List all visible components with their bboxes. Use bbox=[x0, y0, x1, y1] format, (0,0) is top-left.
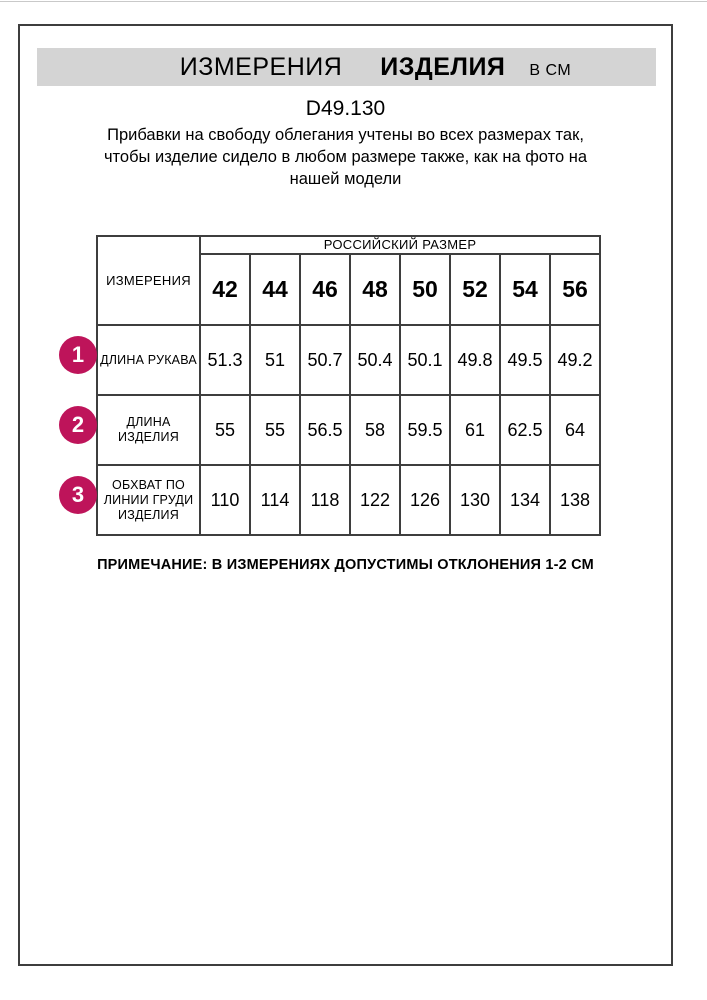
group-header-row: ИЗМЕРЕНИЯ РОССИЙСКИЙ РАЗМЕР bbox=[96, 235, 602, 326]
size-table: ИЗМЕРЕНИЯ РОССИЙСКИЙ РАЗМЕР 42 44 46 48 50 52… bbox=[96, 235, 602, 536]
row-number-badge: 2 bbox=[59, 406, 97, 444]
measurements-column-header: ИЗМЕРЕНИЯ bbox=[96, 235, 201, 326]
size-col-54: 54 bbox=[499, 253, 551, 326]
measurement-value: 110 bbox=[199, 464, 251, 536]
measurement-value: 59.5 bbox=[399, 394, 451, 466]
measurement-value: 55 bbox=[249, 394, 301, 466]
row-label: ДЛИНА ИЗДЕЛИЯ bbox=[96, 394, 201, 466]
row-label: ОБХВАТ ПО ЛИНИИ ГРУДИ ИЗДЕЛИЯ bbox=[96, 464, 201, 536]
note-text: ПРИМЕЧАНИЕ: В ИЗМЕРЕНИЯХ ДОПУСТИМЫ ОТКЛО… bbox=[97, 557, 594, 573]
page-title-measurements: ИЗМЕРЕНИЯ bbox=[179, 53, 343, 81]
page-frame: ИЗМЕРЕНИЯ ИЗДЕЛИЯ В СМ D49.130 Прибавки … bbox=[18, 24, 673, 966]
table-row: ОБХВАТ ПО ЛИНИИ ГРУДИ ИЗДЕЛИЯ 110 114 118 12… bbox=[96, 464, 602, 536]
size-col-42: 42 bbox=[199, 253, 251, 326]
row-label: ДЛИНА РУКАВА bbox=[96, 324, 201, 396]
title-bar: ИЗМЕРЕНИЯ ИЗДЕЛИЯ В СМ bbox=[37, 48, 656, 86]
measurement-value: 51 bbox=[249, 324, 301, 396]
table-row: ДЛИНА ИЗДЕЛИЯ 55 55 56.5 58 59.5 61 62.5 64 bbox=[96, 394, 602, 466]
measurement-value: 49.8 bbox=[449, 324, 501, 396]
measurement-value: 134 bbox=[499, 464, 551, 536]
measurement-value: 49.5 bbox=[499, 324, 551, 396]
size-col-48: 48 bbox=[349, 253, 401, 326]
measurement-value: 126 bbox=[399, 464, 451, 536]
measurement-value: 114 bbox=[249, 464, 301, 536]
row-number-badge: 3 bbox=[59, 476, 97, 514]
measurement-value: 55 bbox=[199, 394, 251, 466]
measurement-value: 58 bbox=[349, 394, 401, 466]
product-code: D49.130 bbox=[305, 97, 386, 120]
measurement-value: 62.5 bbox=[499, 394, 551, 466]
size-col-46: 46 bbox=[299, 253, 351, 326]
measurement-value: 50.7 bbox=[299, 324, 351, 396]
measurement-value: 64 bbox=[548, 394, 602, 466]
table-row: ДЛИНА РУКАВА 51.3 51 50.7 50.4 50.1 49.8 49.5 49… bbox=[96, 324, 602, 396]
measurement-value: 49.2 bbox=[548, 324, 602, 396]
measurement-value: 122 bbox=[349, 464, 401, 536]
measurement-value: 118 bbox=[299, 464, 351, 536]
page-title-product: ИЗДЕЛИЯ bbox=[380, 53, 506, 81]
measurement-value: 50.4 bbox=[349, 324, 401, 396]
row-number-badge: 1 bbox=[59, 336, 97, 374]
size-header-row: 42 44 46 48 50 52 54 56 bbox=[97, 253, 602, 326]
size-col-56: 56 bbox=[548, 253, 602, 326]
measurement-value: 50.1 bbox=[399, 324, 451, 396]
size-table-wrap: ИЗМЕРЕНИЯ РОССИЙСКИЙ РАЗМЕР 42 44 46 48 50 52… bbox=[59, 235, 602, 536]
measurement-value: 51.3 bbox=[199, 324, 251, 396]
size-col-44: 44 bbox=[249, 253, 301, 326]
size-col-50: 50 bbox=[399, 253, 451, 326]
measurement-value: 138 bbox=[548, 464, 602, 536]
measurement-value: 61 bbox=[449, 394, 501, 466]
screenshot-top-divider bbox=[0, 1, 707, 2]
size-col-52: 52 bbox=[449, 253, 501, 326]
russian-size-header: РОССИЙСКИЙ РАЗМЕР bbox=[198, 235, 602, 255]
measurement-value: 56.5 bbox=[299, 394, 351, 466]
measurement-value: 130 bbox=[449, 464, 501, 536]
title-units-label: В СМ bbox=[529, 62, 572, 79]
fit-description: Прибавки на свободу облегания учтены во … bbox=[103, 126, 588, 188]
